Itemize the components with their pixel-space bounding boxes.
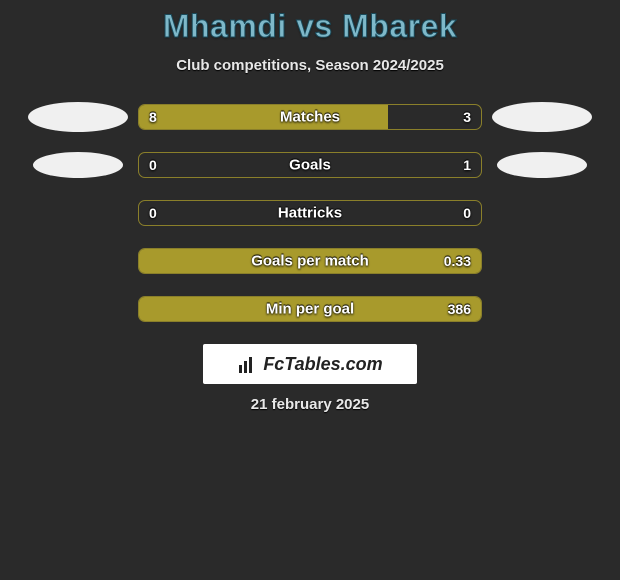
brand-text: FcTables.com — [263, 354, 382, 375]
stat-bar: Goals0 1 — [138, 152, 482, 178]
stat-label: Hattricks — [139, 205, 481, 222]
stat-row: Matches83 — [0, 104, 620, 130]
comparison-card: Mhamdi vs Mbarek Club competitions, Seas… — [0, 0, 620, 413]
chart-icon — [237, 355, 259, 373]
bar-fill — [139, 249, 481, 273]
subtitle: Club competitions, Season 2024/2025 — [0, 57, 620, 74]
brand-badge: FcTables.com — [203, 344, 417, 384]
right-value: 3 — [463, 109, 471, 125]
stat-bar: Goals per match0.33 — [138, 248, 482, 274]
player-left-avatar — [28, 102, 128, 132]
stat-row: Hattricks0 0 — [0, 200, 620, 226]
right-value: 0 — [463, 205, 471, 221]
player-left-avatar — [33, 152, 123, 178]
stat-row: Min per goal386 — [0, 296, 620, 322]
bar-fill — [139, 297, 481, 321]
player-right-avatar — [497, 152, 587, 178]
left-value: 0 — [149, 157, 157, 173]
stat-bar: Min per goal386 — [138, 296, 482, 322]
stat-bar: Hattricks0 0 — [138, 200, 482, 226]
stat-row: Goals0 1 — [0, 152, 620, 178]
stat-label: Goals — [139, 157, 481, 174]
player-right-avatar — [492, 102, 592, 132]
bar-fill — [139, 105, 388, 129]
page-title: Mhamdi vs Mbarek — [0, 8, 620, 45]
stat-bar: Matches83 — [138, 104, 482, 130]
stat-rows: Matches83Goals01Hattricks00Goals per mat… — [0, 104, 620, 322]
stat-row: Goals per match0.33 — [0, 248, 620, 274]
left-value: 0 — [149, 205, 157, 221]
right-value: 1 — [463, 157, 471, 173]
date-label: 21 february 2025 — [0, 396, 620, 413]
